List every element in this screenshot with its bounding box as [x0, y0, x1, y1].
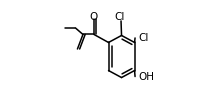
Text: Cl: Cl	[115, 12, 125, 22]
Text: Cl: Cl	[138, 33, 148, 43]
Text: O: O	[90, 12, 98, 22]
Text: OH: OH	[138, 72, 154, 82]
